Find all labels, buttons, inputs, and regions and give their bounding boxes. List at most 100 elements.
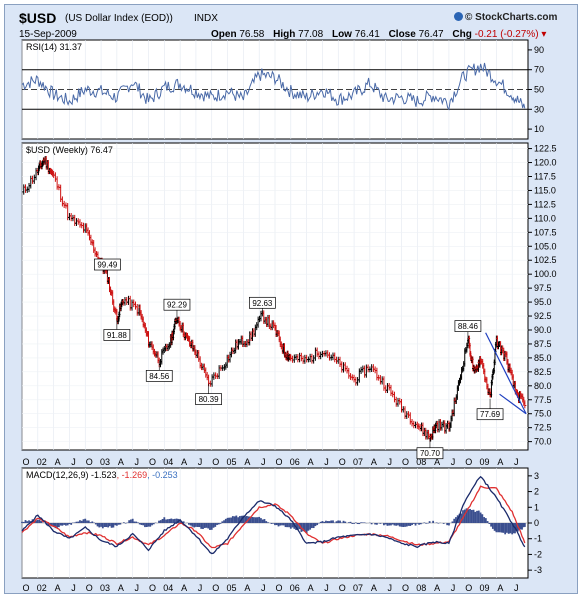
macd-histogram-bar [207, 523, 210, 529]
chg-label: Chg [452, 29, 472, 40]
rsi-label: RSI(14) 31.37 [26, 42, 82, 52]
macd-histogram-bar [360, 522, 362, 523]
macd-histogram-bar [376, 523, 378, 525]
time-axis-label: 04 [163, 583, 173, 593]
macd-histogram-bar [490, 523, 493, 527]
wedge-upper-trendline [485, 332, 527, 414]
macd-histogram-bar [251, 516, 254, 523]
annotation-box [94, 258, 121, 271]
annotation-label: 92.29 [167, 301, 188, 310]
macd-histogram-bar [351, 523, 354, 524]
macd-histogram-bar [405, 523, 408, 527]
macd-histogram-bar [402, 523, 405, 528]
annotation-label: 99.49 [97, 261, 118, 270]
high-value: 77.08 [298, 29, 324, 40]
macd-histogram-bar [263, 519, 266, 523]
macd-histogram-bar [114, 523, 117, 526]
macd-histogram-bar [451, 521, 454, 523]
macd-histogram-bar [384, 523, 387, 525]
time-axis-label: O [86, 583, 93, 593]
macd-histogram-bar [328, 521, 331, 523]
macd-tick-label: 0 [534, 518, 539, 528]
macd-histogram-bar [221, 521, 224, 523]
rsi-tick-label: 70 [534, 65, 544, 75]
macd-histogram-bar [281, 523, 283, 526]
macd-histogram-bar [79, 520, 81, 523]
macd-histogram-bar [210, 523, 213, 530]
macd-histogram-bar [94, 523, 97, 525]
macd-histogram-bar [224, 518, 227, 523]
macd-histogram-bar [326, 521, 329, 523]
time-axis-label: A [55, 583, 61, 593]
time-axis-label: A [181, 583, 187, 593]
macd-histogram-bar [56, 523, 59, 528]
time-axis-label: J [514, 457, 519, 467]
time-axis-label: O [149, 583, 156, 593]
macd-histogram-bar [361, 522, 364, 523]
macd-histogram-bar [80, 520, 83, 523]
time-axis-label: A [371, 583, 377, 593]
macd-histogram-bar [340, 522, 343, 523]
macd-histogram-bar [108, 523, 111, 527]
macd-histogram-bar [175, 518, 178, 523]
macd-histogram-bar [310, 523, 313, 529]
macd-histogram-bar [59, 523, 62, 526]
macd-histogram-bar [137, 522, 139, 523]
macd-histogram-bar [507, 523, 510, 534]
macd-histogram-bar [307, 523, 310, 531]
macd-histogram-bar [151, 523, 153, 526]
macd-histogram-bar [270, 523, 273, 524]
macd-histogram-bar [358, 523, 361, 525]
rsi-tick-label: 30 [534, 104, 544, 114]
chg-value: -0.21 (-0.27%) [474, 29, 539, 40]
macd-histogram-bar [196, 523, 199, 527]
macd-histogram-bar [70, 523, 73, 525]
macd-histogram-bar [198, 523, 201, 528]
low-value: 76.41 [354, 29, 380, 40]
macd-histogram-bar [261, 519, 264, 523]
macd-histogram-bar [103, 523, 106, 527]
macd-histogram-bar [502, 523, 505, 533]
macd-histogram-bar [107, 523, 109, 528]
macd-histogram-bar [244, 516, 247, 523]
macd-histogram-bar [344, 521, 347, 523]
brand-circle-icon [454, 12, 463, 21]
time-axis-label: A [118, 457, 124, 467]
time-axis-label: 05 [227, 457, 237, 467]
exchange-label: INDX [194, 13, 218, 24]
macd-histogram-bar [493, 523, 496, 531]
macd-histogram-bar [117, 523, 120, 525]
price-tick-label: 97.5 [534, 283, 552, 293]
macd-histogram-bar [409, 523, 412, 526]
wedge-lower-trendline [499, 393, 527, 415]
macd-histogram-bar [98, 523, 101, 528]
macd-histogram-bar [24, 520, 27, 523]
annotation-label: 70.70 [420, 449, 441, 458]
macd-histogram-bar [267, 522, 269, 523]
macd-histogram-bar [124, 523, 127, 524]
macd-histogram-bar [455, 517, 457, 523]
annotation-box [249, 296, 276, 309]
macd-histogram-bar [470, 509, 473, 523]
macd-histogram-bar [305, 523, 308, 534]
annotation-label: 92.63 [252, 299, 273, 308]
time-axis-label: 04 [163, 457, 173, 467]
macd-histogram-bar [463, 509, 466, 523]
macd-histogram-bar [130, 519, 132, 523]
time-axis-label: A [308, 457, 314, 467]
price-tick-label: 115.0 [534, 185, 556, 195]
price-tick-label: 75.0 [534, 409, 552, 419]
macd-histogram-bar [233, 516, 236, 523]
macd-histogram-bar [256, 517, 259, 523]
macd-histogram-bar [284, 523, 287, 528]
macd-histogram-bar [398, 523, 401, 527]
annotation-box [145, 370, 173, 382]
macd-histogram-bar [319, 521, 322, 523]
macd-histogram-bar [312, 523, 315, 529]
macd-histogram-bar [282, 523, 285, 526]
macd-histogram-bar [418, 523, 420, 525]
macd-histogram-bar [202, 523, 204, 530]
macd-histogram-bar [26, 521, 29, 523]
macd-histogram-bar [386, 523, 389, 526]
